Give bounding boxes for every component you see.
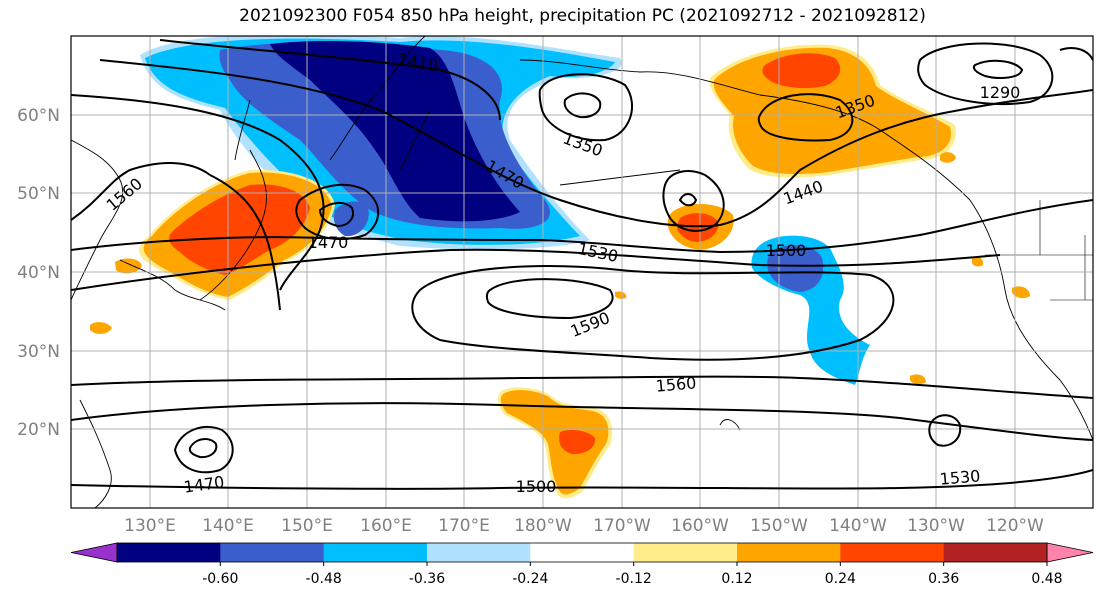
latitude-labels: 60°N 50°N 40°N 30°N 20°N [17,106,60,440]
colorbar-box [427,543,531,562]
shade-orange-small-1 [90,322,112,334]
lon-label: 170°E [438,516,490,536]
shade-orange-small-6 [972,256,984,267]
gridlines [71,36,1093,508]
colorbar-box [530,543,635,562]
shade-red-alaska [762,53,841,89]
shade-orange-small-4 [910,374,926,385]
lon-label: 130°E [124,516,176,536]
shade-orange-small-2 [115,258,142,274]
lat-label: 40°N [17,263,60,283]
height-contours [71,39,1093,490]
lon-label: 140°E [202,516,254,536]
lon-label: 140°W [829,516,887,536]
colorbar-box [943,543,1048,562]
colorbar-tick-label: -0.48 [306,571,342,587]
colorbar-box [117,543,221,562]
colorbar-box [220,543,325,562]
map-title: 2021092300 F054 850 hPa height, precipit… [239,6,926,26]
colorbar-extend-max [1046,542,1094,563]
colorbar-extend-min [70,542,118,563]
borders [985,200,1093,301]
lon-label: 160°E [360,516,412,536]
colorbar-box [323,543,428,562]
contour-label: 1560 [655,373,697,395]
colorbar-tick-label: -0.60 [202,571,238,587]
lat-label: 30°N [17,342,60,362]
shade-orange-small-7 [615,291,627,299]
colorbar-frame [116,542,1048,563]
lon-label: 120°W [986,516,1044,536]
contour-label: 1500 [516,477,557,496]
shade-red-japan [169,184,310,275]
colorbar-box [737,543,841,562]
coastlines [71,36,1093,508]
lon-label: 150°W [750,516,808,536]
colorbar-tick-label: 0.48 [1031,571,1062,587]
lon-label: 180°W [514,516,572,536]
colorbar-tick-label: -0.12 [616,571,652,587]
lon-label: 170°W [593,516,651,536]
shade-red-subtrop [559,430,596,455]
lon-label: 130°W [907,516,965,536]
shade-orange-subtrop [500,390,609,495]
shade-orange-small-5 [1012,286,1030,299]
colorbar-box [633,543,738,562]
colorbar: -0.60 -0.48 -0.36 -0.24 -0.12 0.12 0.24 0.36 0.4… [70,542,1094,587]
longitude-labels: 130°E 140°E 150°E 160°E 170°E 180°W 170°… [124,516,1044,536]
contour-label: 1470 [308,233,349,252]
colorbar-box [840,543,945,562]
shade-deep-blue-nw [270,41,520,222]
lat-label: 20°N [17,420,60,440]
colorbar-tick-label: 0.12 [721,571,752,587]
lat-label: 60°N [17,106,60,126]
shade-red-160w [676,213,719,242]
shade-orange-small-3 [940,152,956,163]
colorbar-tick-label: -0.24 [512,571,548,587]
contour-label: 1500 [766,241,807,260]
lon-label: 150°E [281,516,333,536]
contour-label: 1290 [980,83,1021,102]
colorbar-tick-label: 0.24 [825,571,856,587]
colorbar-tick-label: -0.36 [409,571,445,587]
precipitation-shading [71,36,1093,508]
contour-label: 1530 [939,466,981,488]
colorbar-tick-label: 0.36 [928,571,959,587]
shade-mid-blue-mid [767,245,824,292]
lon-label: 160°W [671,516,729,536]
lat-label: 50°N [17,184,60,204]
plot-frame [70,35,1094,509]
